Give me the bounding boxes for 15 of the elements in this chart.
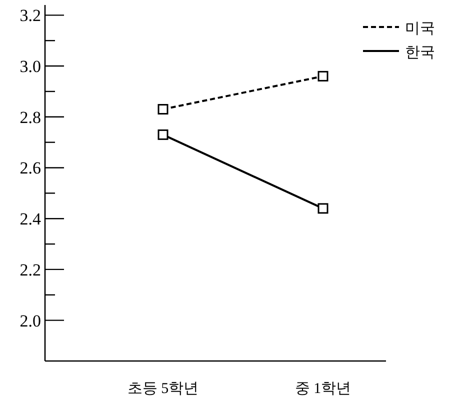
- legend-label: 미국: [405, 21, 435, 37]
- y-tick-label: 3.0: [20, 57, 41, 76]
- y-tick-label: 2.6: [20, 158, 41, 178]
- y-tick-label: 2.4: [20, 210, 42, 229]
- y-tick-label: 2.2: [20, 260, 41, 280]
- x-tick-label: 중 1학년: [294, 381, 352, 397]
- x-tick-label: 초등 5학년: [127, 381, 199, 397]
- y-tick-label: 2.0: [20, 311, 41, 330]
- y-tick-label: 2.8: [20, 108, 41, 127]
- point: [158, 104, 168, 115]
- legend-label: 한국: [405, 45, 435, 61]
- point: [158, 129, 168, 140]
- point: [318, 203, 328, 214]
- point: [318, 70, 328, 82]
- y-tick-label: 3.2: [20, 6, 41, 26]
